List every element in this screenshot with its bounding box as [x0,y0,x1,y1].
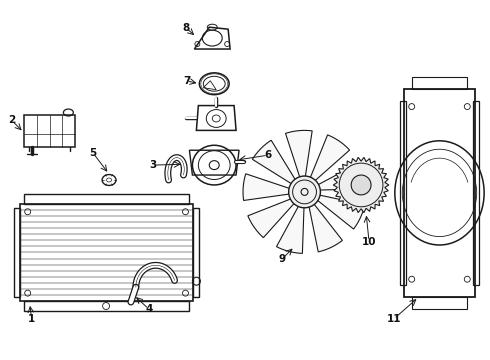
Polygon shape [248,196,296,238]
Text: 5: 5 [90,148,97,158]
Polygon shape [309,135,350,184]
Polygon shape [314,194,365,229]
Text: 8: 8 [183,23,190,33]
Ellipse shape [289,176,320,208]
Polygon shape [276,202,304,253]
Polygon shape [315,163,366,192]
Polygon shape [286,130,312,181]
Polygon shape [333,157,389,213]
Text: 2: 2 [8,116,16,126]
Text: 3: 3 [149,160,156,170]
Ellipse shape [351,175,371,195]
Text: 6: 6 [264,150,271,160]
Text: 10: 10 [362,237,376,247]
Polygon shape [307,201,343,252]
Polygon shape [252,140,298,186]
Text: 4: 4 [145,304,152,314]
Polygon shape [243,174,294,201]
Text: 11: 11 [387,314,401,324]
Text: 1: 1 [28,314,35,324]
Text: 9: 9 [278,255,285,264]
Text: 7: 7 [183,76,190,86]
